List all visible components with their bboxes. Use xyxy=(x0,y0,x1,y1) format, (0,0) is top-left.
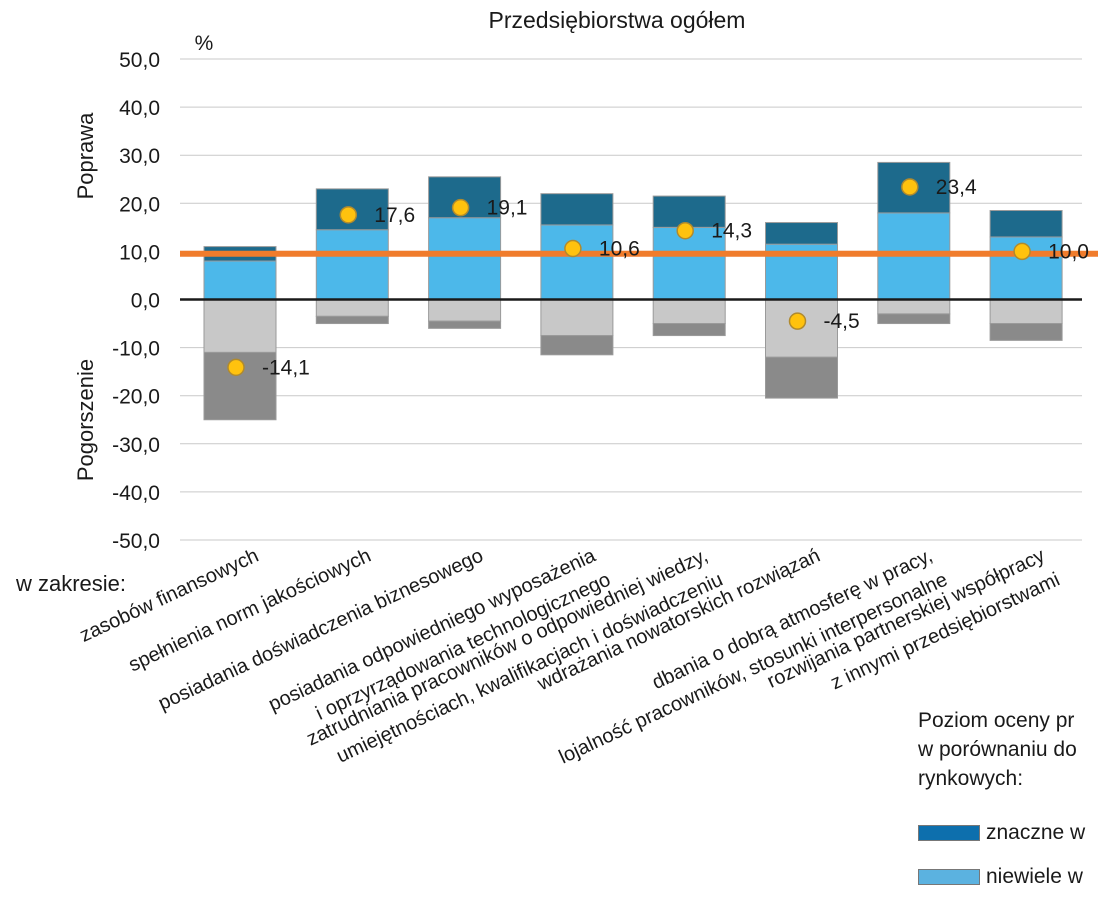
balance-label: -14,1 xyxy=(262,356,310,379)
balance-label: 17,6 xyxy=(374,204,415,227)
bar-segment-s0-c3 xyxy=(540,224,614,301)
legend-swatch-niewiele xyxy=(918,868,980,885)
legend-title-line: w porównaniu do xyxy=(918,738,1077,761)
bar-segment-s0-c4 xyxy=(652,226,726,301)
bar-segment-s3-c7 xyxy=(989,323,1063,341)
balance-dot xyxy=(901,178,919,196)
y-tick-label: 10,0 xyxy=(119,241,160,264)
legend-title: Poziom oceny pr w porównaniu do rynkowyc… xyxy=(918,706,1098,793)
balance-dot xyxy=(339,206,358,224)
bar-segment-s2-c1 xyxy=(315,299,389,317)
x-axis-prefix: w zakresie: xyxy=(15,571,126,596)
balance-markers: -14,1 17,6 19,1 10,6 14,3 -4,5 23,4 10,0 xyxy=(227,176,1089,379)
bar-segment-s0-c2 xyxy=(428,217,502,300)
legend: Poziom oceny pr w porównaniu do rynkowyc… xyxy=(918,706,1098,888)
balance-label: 19,1 xyxy=(487,197,528,220)
bar-segment-s1-c7 xyxy=(989,210,1063,238)
y-tick-label: -40,0 xyxy=(112,482,160,505)
bar-segment-s0-c1 xyxy=(315,229,389,301)
balance-dot xyxy=(676,221,694,240)
y-tick-label: 50,0 xyxy=(119,49,160,72)
bar-segment-s1-c5 xyxy=(765,222,838,245)
legend-title-line: rynkowych: xyxy=(918,767,1024,790)
bar-segment-s3-c3 xyxy=(540,335,614,356)
bar-segment-s3-c5 xyxy=(765,356,838,399)
y-tick-label: 20,0 xyxy=(119,193,160,216)
y-tick-label: 0,0 xyxy=(131,290,160,313)
balance-dot xyxy=(227,358,245,377)
legend-item-znaczne: znaczne w xyxy=(918,818,1085,847)
bar-segment-s2-c4 xyxy=(652,299,726,325)
legend-title-line: Poziom oceny pr xyxy=(918,709,1075,732)
bar-segment-s2-c6 xyxy=(877,299,951,315)
balance-dot xyxy=(451,198,470,217)
legend-label: znaczne w xyxy=(986,821,1086,844)
bar-segment-s1-c3 xyxy=(540,193,614,226)
bar-segment-s1-c6 xyxy=(877,161,951,214)
balance-dot xyxy=(564,239,582,258)
y-tick-label: -20,0 xyxy=(112,386,160,409)
balance-label: 14,3 xyxy=(711,220,752,243)
y-axis-label-poprawa: Poprawa xyxy=(73,112,98,200)
bar-segment-s2-c7 xyxy=(989,299,1063,325)
balance-dot xyxy=(788,312,807,330)
balance-dot xyxy=(1013,242,1031,261)
unit-label: % xyxy=(195,32,214,55)
legend-item-niewiele: niewiele w xyxy=(918,862,1083,891)
legend-swatch-znaczne xyxy=(918,824,980,841)
bar-segment-s3-c4 xyxy=(652,323,726,337)
y-axis-ticks: 50,0 40,0 30,0 20,0 10,0 0,0 -10,0 -20,0 -30,0 -4… xyxy=(112,49,160,553)
bar-segment-s3-c1 xyxy=(315,315,389,325)
y-tick-label: 40,0 xyxy=(119,97,160,120)
bar-segment-s2-c0 xyxy=(203,299,277,353)
bar-segment-s3-c6 xyxy=(877,313,951,325)
balance-label: -4,5 xyxy=(824,310,860,333)
chart-title: Przedsiębiorstwa ogółem xyxy=(489,7,746,33)
bar-segment-s2-c3 xyxy=(540,299,614,337)
y-axis-label-pogorszenie: Pogorszenie xyxy=(73,359,98,481)
bar-segment-s2-c2 xyxy=(428,299,502,322)
y-tick-label: -30,0 xyxy=(112,434,160,457)
bar-segment-s0-c0 xyxy=(203,260,277,300)
balance-label: 10,6 xyxy=(599,238,640,261)
balance-label: 10,0 xyxy=(1048,240,1089,263)
bars xyxy=(203,161,1063,421)
y-tick-label: 30,0 xyxy=(119,145,160,168)
y-tick-label: -50,0 xyxy=(112,530,160,553)
y-tick-label: -10,0 xyxy=(112,338,160,361)
bar-segment-s3-c2 xyxy=(428,320,502,329)
balance-label: 23,4 xyxy=(936,176,977,199)
bar-segment-s1-c4 xyxy=(652,195,726,228)
legend-label: niewiele w xyxy=(986,865,1083,888)
